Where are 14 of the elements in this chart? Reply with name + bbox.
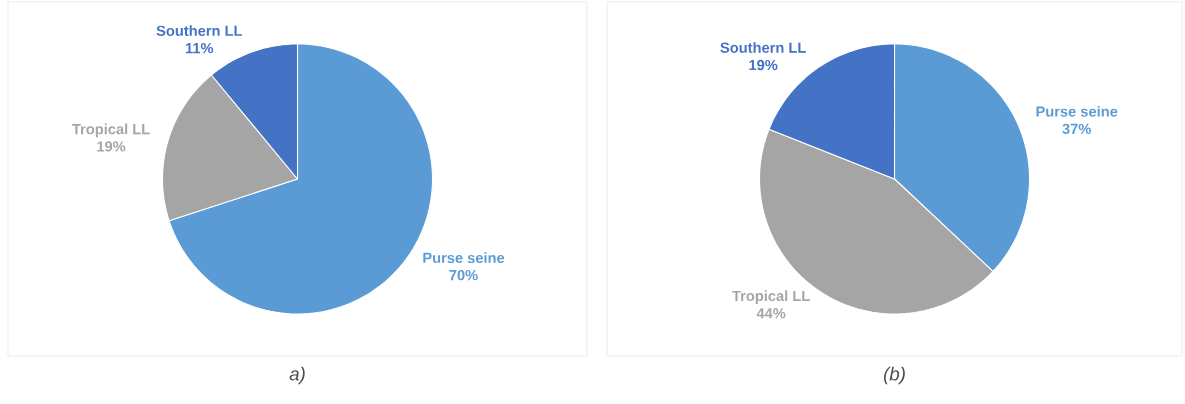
data-label: 11%	[185, 42, 214, 54]
data-label: 19%	[749, 59, 778, 71]
slice-label: Purse seine	[1036, 105, 1118, 117]
data-label: 70%	[449, 269, 478, 281]
slice-label: Southern LL	[720, 42, 806, 53]
text: a)	[289, 366, 305, 385]
text: (b)	[883, 366, 905, 385]
slice-label: Southern LL	[156, 25, 243, 37]
slice-label: Tropical LL	[72, 123, 150, 138]
data-label: 19%	[97, 141, 126, 152]
data-label: 37%	[1062, 123, 1091, 135]
data-label: 44%	[756, 308, 786, 319]
slice-label: Purse seine	[423, 252, 505, 264]
slice-label: Tropical LL	[732, 290, 810, 305]
